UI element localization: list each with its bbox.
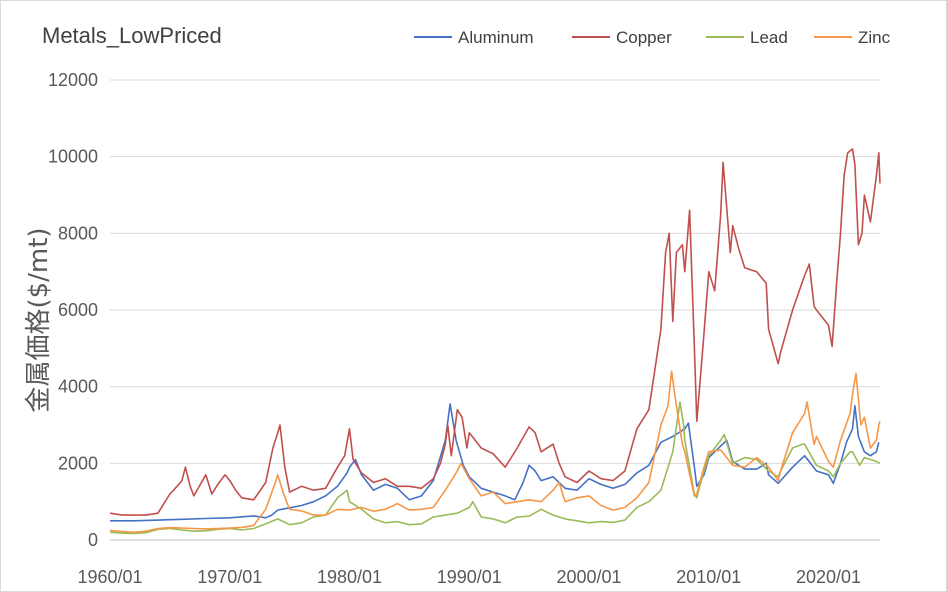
legend-entry-copper: Copper	[572, 28, 672, 47]
y-tick-label: 12000	[48, 70, 98, 90]
legend-entry-aluminum: Aluminum	[414, 28, 534, 47]
x-tick-label: 2000/01	[556, 567, 621, 587]
x-axis-ticks: 1960/01 1970/01 1980/01 1990/01 2000/01 2010/…	[77, 567, 861, 587]
legend-label: Aluminum	[458, 28, 534, 47]
y-tick-label: 4000	[58, 377, 98, 397]
y-tick-label: 6000	[58, 300, 98, 320]
x-tick-label: 1990/01	[437, 567, 502, 587]
x-tick-label: 1970/01	[197, 567, 262, 587]
chart-title: Metals_LowPriced	[42, 23, 222, 48]
y-tick-label: 0	[88, 530, 98, 550]
legend-entry-lead: Lead	[706, 28, 788, 47]
x-tick-label: 1960/01	[77, 567, 142, 587]
y-axis-ticks: 0 2000 4000 6000 8000 10000 12000	[48, 70, 98, 550]
series-aluminum-line	[110, 403, 880, 522]
y-tick-label: 8000	[58, 223, 98, 243]
y-axis-label: 金属価格($/mt)	[24, 227, 54, 412]
legend: Aluminum Copper Lead Zinc	[414, 28, 891, 47]
gridlines	[110, 79, 880, 541]
x-tick-label: 2010/01	[676, 567, 741, 587]
legend-label: Lead	[750, 28, 788, 47]
x-tick-label: 1980/01	[317, 567, 382, 587]
legend-label: Copper	[616, 28, 672, 47]
series-zinc-line	[109, 370, 881, 534]
x-tick-label: 2020/01	[796, 567, 861, 587]
legend-entry-zinc: Zinc	[814, 28, 891, 47]
legend-label: Zinc	[858, 28, 891, 47]
series-copper-line	[109, 148, 881, 516]
series-lines	[109, 148, 881, 535]
y-tick-label: 10000	[48, 147, 98, 167]
y-tick-label: 2000	[58, 453, 98, 473]
